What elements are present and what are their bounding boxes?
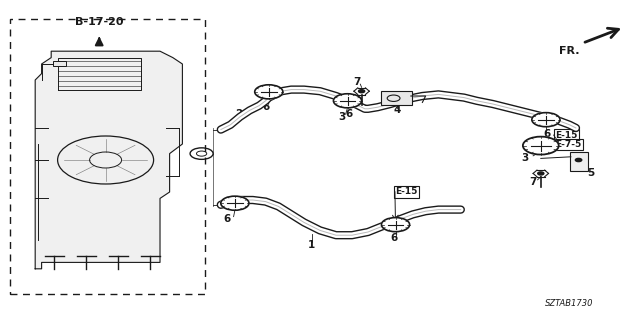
Text: 6: 6: [390, 233, 397, 244]
Text: 5: 5: [587, 168, 595, 178]
Circle shape: [523, 137, 559, 155]
Text: 6: 6: [543, 129, 551, 140]
Circle shape: [381, 218, 410, 232]
Text: 6: 6: [262, 102, 269, 112]
Bar: [53, 61, 66, 66]
Text: 7: 7: [529, 177, 537, 188]
Text: SZTAB1730: SZTAB1730: [545, 300, 594, 308]
FancyBboxPatch shape: [570, 152, 588, 171]
Circle shape: [333, 94, 362, 108]
Circle shape: [575, 158, 582, 162]
Bar: [10, 19, 205, 294]
Text: 4: 4: [393, 105, 401, 116]
Circle shape: [532, 113, 560, 127]
Text: E-15: E-15: [395, 188, 417, 196]
Circle shape: [538, 172, 544, 175]
Text: 3: 3: [338, 112, 346, 122]
Circle shape: [358, 90, 365, 93]
Text: FR.: FR.: [559, 46, 579, 56]
Text: 6: 6: [223, 214, 231, 224]
FancyBboxPatch shape: [381, 91, 412, 105]
Text: 1: 1: [308, 240, 316, 250]
Polygon shape: [35, 51, 182, 269]
Text: 7: 7: [353, 76, 361, 87]
Text: E-7-5: E-7-5: [556, 140, 582, 149]
Circle shape: [255, 85, 283, 99]
Text: 6: 6: [345, 108, 353, 119]
Text: 2: 2: [235, 108, 243, 119]
Text: 3: 3: [521, 153, 529, 164]
Text: B-17-20: B-17-20: [75, 17, 124, 27]
Text: E-15: E-15: [556, 131, 578, 140]
Circle shape: [221, 196, 249, 210]
